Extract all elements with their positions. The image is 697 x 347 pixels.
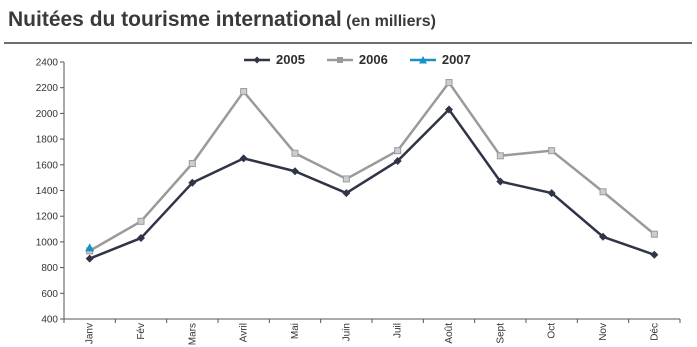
x-tick-label: Juin	[341, 323, 352, 341]
legend-label-2005: 2005	[276, 52, 305, 67]
series-line-2005	[89, 108, 655, 260]
x-tick-label: Oct	[547, 323, 558, 339]
data-point-2005-Mars	[188, 178, 197, 187]
data-point-2005-Mai	[291, 167, 299, 176]
data-point-2006-Juin	[342, 175, 350, 183]
data-point-2006-Mars	[188, 160, 196, 168]
data-point-2005-Déc	[650, 250, 659, 259]
data-point-2006-Mai	[291, 149, 299, 157]
x-tick-label: Sept	[495, 323, 506, 344]
y-tick-label: 1000	[36, 237, 59, 248]
legend-label-2007: 2007	[441, 52, 471, 67]
data-point-2005-Sept	[496, 177, 505, 186]
legend-item-2007: 2007	[409, 52, 471, 67]
y-tick-label: 2200	[36, 83, 59, 94]
y-tick-label: 400	[41, 315, 58, 326]
x-tick-label: Déc	[649, 323, 660, 341]
data-point-2005-Fév	[137, 234, 145, 243]
x-tick-label: Mai	[290, 323, 301, 339]
data-point-2005-Nov	[599, 232, 607, 241]
y-tick-label: 2400	[36, 58, 59, 69]
legend-swatch-2005	[244, 56, 270, 63]
data-point-2006-Juil	[394, 147, 402, 155]
legend-label-2006: 2006	[358, 52, 388, 67]
chart-title: Nuitées du tourisme international (en mi…	[8, 8, 436, 32]
data-point-2006-Sept	[496, 152, 504, 160]
title-rule	[4, 42, 692, 44]
legend-swatch-2006	[326, 56, 353, 63]
data-point-2006-Déc	[650, 230, 658, 238]
legend-swatch-2007	[409, 55, 436, 63]
data-point-2005-Août	[445, 105, 453, 114]
data-point-2005-Avril	[239, 154, 248, 163]
y-tick-label: 800	[41, 263, 58, 274]
data-point-2006-Avril	[240, 88, 248, 96]
data-point-2005-Juil	[393, 156, 402, 165]
x-tick-label: Fév	[136, 323, 147, 340]
chart-title-main: Nuitées du tourisme international	[8, 8, 342, 31]
chart-title-subtitle: (en milliers)	[346, 13, 436, 30]
x-tick-label: Mars	[187, 323, 198, 345]
y-tick-label: 1200	[36, 212, 59, 223]
x-tick-label: Nov	[598, 323, 609, 341]
x-tick-label: Avril	[239, 323, 250, 342]
legend-item-2006: 2006	[326, 52, 388, 67]
data-point-2006-Fév	[137, 217, 145, 225]
data-point-2006-Oct	[548, 147, 556, 155]
legend: 2005 2006 2007	[244, 52, 493, 67]
data-point-2005-Juin	[342, 189, 351, 198]
x-tick-label: Juil	[393, 323, 404, 338]
data-point-2005-Janv	[85, 254, 94, 263]
y-tick-label: 2000	[36, 109, 59, 120]
y-tick-label: 1400	[36, 186, 59, 197]
x-tick-label: Août	[444, 323, 455, 344]
data-point-2005-Oct	[547, 189, 556, 198]
y-tick-label: 1800	[36, 135, 59, 146]
series-line-2006	[89, 81, 656, 252]
x-tick-label: Janv	[85, 323, 96, 344]
legend-item-2005: 2005	[244, 52, 305, 67]
y-tick-label: 1600	[36, 160, 59, 171]
data-point-2006-Août	[445, 79, 453, 87]
data-point-2007-Janv	[85, 243, 95, 252]
y-tick-label: 600	[41, 289, 58, 300]
data-point-2006-Nov	[599, 188, 607, 196]
